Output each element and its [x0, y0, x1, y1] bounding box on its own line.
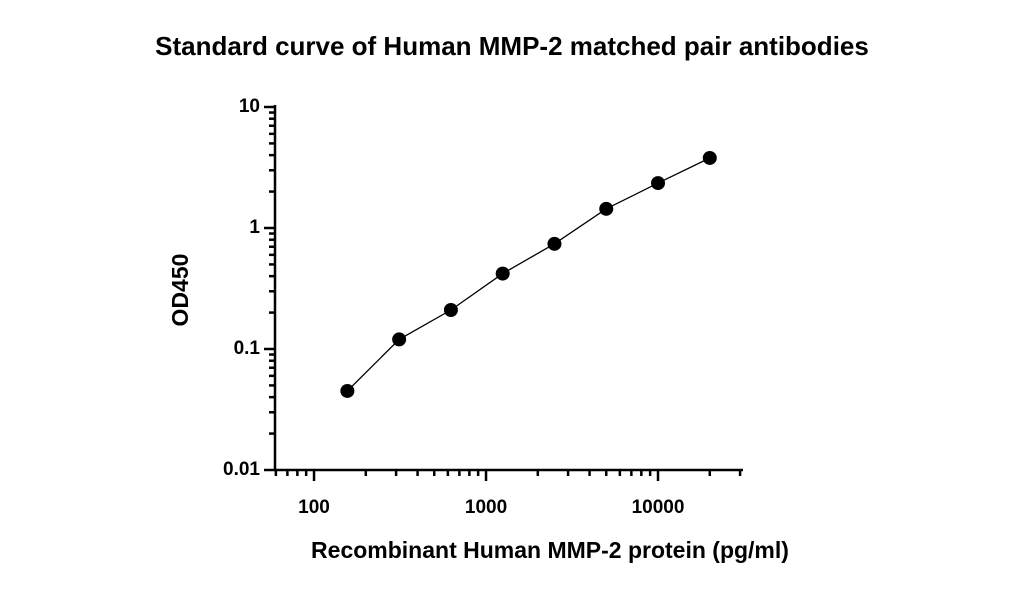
data-point [340, 383, 355, 398]
y-axis-label: OD450 [167, 254, 193, 327]
y-tick-label: 0.1 [234, 338, 261, 359]
x-tick-label: 1000 [465, 497, 507, 518]
y-tick-label: 10 [239, 96, 260, 117]
data-point [651, 176, 666, 191]
data-point [495, 266, 510, 281]
data-point [443, 303, 458, 318]
data-point [392, 332, 407, 347]
y-tick-label: 1 [249, 217, 260, 238]
x-axis-label: Recombinant Human MMP-2 protein (pg/ml) [311, 537, 789, 563]
x-tick-label: 10000 [632, 497, 685, 518]
data-point [599, 201, 614, 216]
data-point [702, 150, 717, 165]
fit-curve [346, 157, 711, 392]
x-tick-label: 100 [298, 497, 330, 518]
data-point [547, 236, 562, 251]
chart-title: Standard curve of Human MMP-2 matched pa… [155, 31, 869, 61]
y-tick-label: 0.01 [223, 459, 260, 480]
